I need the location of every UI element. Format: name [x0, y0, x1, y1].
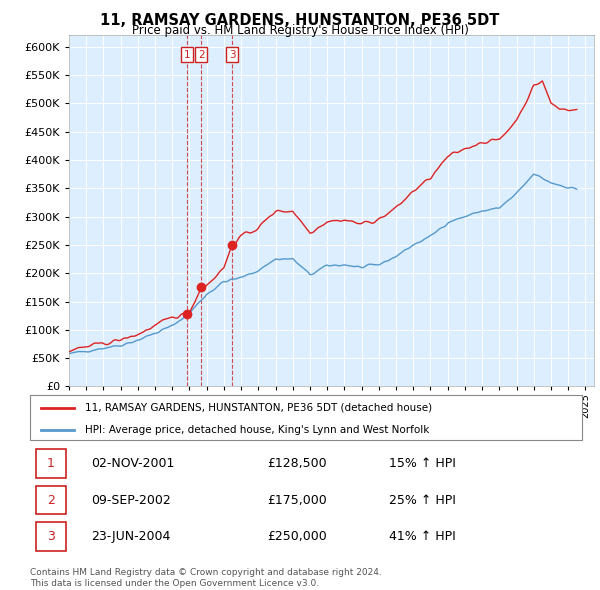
- Text: This data is licensed under the Open Government Licence v3.0.: This data is licensed under the Open Gov…: [30, 579, 319, 588]
- Text: 11, RAMSAY GARDENS, HUNSTANTON, PE36 5DT (detached house): 11, RAMSAY GARDENS, HUNSTANTON, PE36 5DT…: [85, 403, 433, 412]
- Text: £175,000: £175,000: [268, 493, 327, 507]
- Text: £128,500: £128,500: [268, 457, 327, 470]
- Text: Price paid vs. HM Land Registry's House Price Index (HPI): Price paid vs. HM Land Registry's House …: [131, 24, 469, 37]
- Text: 41% ↑ HPI: 41% ↑ HPI: [389, 530, 455, 543]
- Text: Contains HM Land Registry data © Crown copyright and database right 2024.: Contains HM Land Registry data © Crown c…: [30, 568, 382, 576]
- Bar: [35, 449, 66, 477]
- Text: 2: 2: [47, 493, 55, 507]
- Text: 3: 3: [229, 50, 235, 60]
- Text: 1: 1: [184, 50, 190, 60]
- Text: 15% ↑ HPI: 15% ↑ HPI: [389, 457, 455, 470]
- Text: 25% ↑ HPI: 25% ↑ HPI: [389, 493, 455, 507]
- Bar: [35, 486, 66, 514]
- Text: 02-NOV-2001: 02-NOV-2001: [91, 457, 174, 470]
- Text: HPI: Average price, detached house, King's Lynn and West Norfolk: HPI: Average price, detached house, King…: [85, 425, 430, 435]
- Text: 3: 3: [47, 530, 55, 543]
- Text: 09-SEP-2002: 09-SEP-2002: [91, 493, 170, 507]
- Text: 2: 2: [198, 50, 205, 60]
- Bar: [35, 523, 66, 551]
- Text: 1: 1: [47, 457, 55, 470]
- Text: 23-JUN-2004: 23-JUN-2004: [91, 530, 170, 543]
- Text: 11, RAMSAY GARDENS, HUNSTANTON, PE36 5DT: 11, RAMSAY GARDENS, HUNSTANTON, PE36 5DT: [100, 13, 500, 28]
- Text: £250,000: £250,000: [268, 530, 327, 543]
